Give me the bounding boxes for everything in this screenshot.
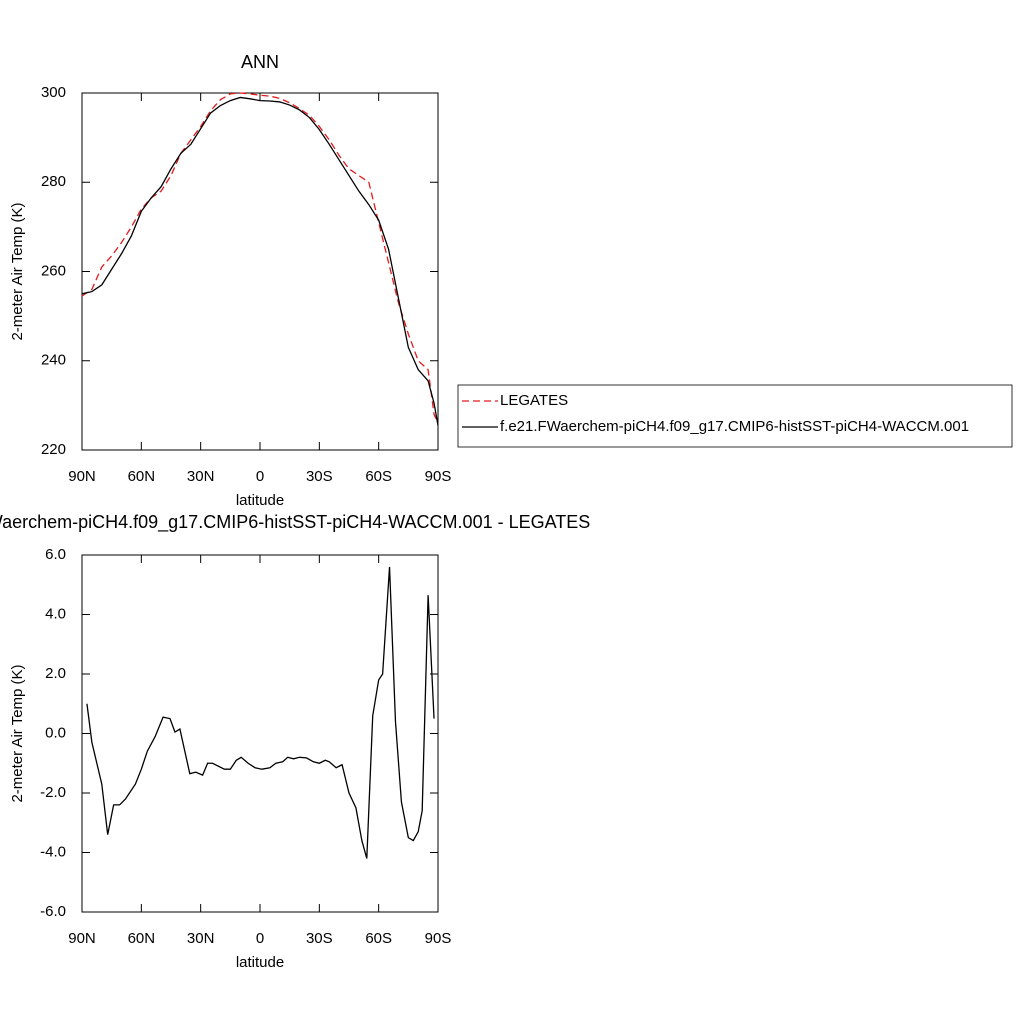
plot-frame [81, 92, 439, 451]
chart-title: f.e21.FWaerchem-piCH4.f09_g17.CMIP6-hist… [0, 512, 590, 533]
y-tick-label: 240 [41, 352, 66, 369]
x-tick-label: 30N [187, 468, 215, 485]
x-tick-label: 0 [256, 930, 264, 947]
plot-frame [81, 554, 439, 913]
y-tick-label: -2.0 [40, 784, 66, 801]
y-tick-label: 260 [41, 262, 66, 279]
y-tick-label: 4.0 [45, 605, 66, 622]
x-axis-label: latitude [236, 954, 284, 971]
legend-label: f.e21.FWaerchem-piCH4.f09_g17.CMIP6-hist… [500, 418, 969, 435]
y-tick-label: 0.0 [45, 724, 66, 741]
x-tick-label: 30S [306, 930, 333, 947]
x-tick-label: 30N [187, 930, 215, 947]
x-tick-label: 90N [68, 930, 96, 947]
series-line [81, 92, 439, 424]
x-tick-label: 90S [425, 930, 452, 947]
x-tick-label: 60S [365, 468, 392, 485]
chart-title: ANN [241, 52, 279, 72]
y-axis-label: 2-meter Air Temp (K) [9, 664, 26, 802]
y-tick-label: 280 [41, 173, 66, 190]
x-tick-label: 0 [256, 468, 264, 485]
y-tick-label: -4.0 [40, 843, 66, 860]
y-tick-label: 2.0 [45, 665, 66, 682]
y-tick-label: 220 [41, 441, 66, 458]
legend-label: LEGATES [500, 392, 568, 409]
x-tick-label: 90S [425, 468, 452, 485]
x-tick-label: 90N [68, 468, 96, 485]
x-tick-label: 30S [306, 468, 333, 485]
x-tick-label: 60N [128, 930, 156, 947]
y-axis-label: 2-meter Air Temp (K) [9, 202, 26, 340]
x-axis-label: latitude [236, 492, 284, 509]
series-line [86, 566, 435, 859]
y-tick-label: 300 [41, 84, 66, 101]
y-tick-label: 6.0 [45, 546, 66, 563]
series-line [81, 96, 439, 426]
x-tick-label: 60S [365, 930, 392, 947]
x-tick-label: 60N [128, 468, 156, 485]
y-tick-label: -6.0 [40, 903, 66, 920]
legend-box [457, 384, 1013, 448]
